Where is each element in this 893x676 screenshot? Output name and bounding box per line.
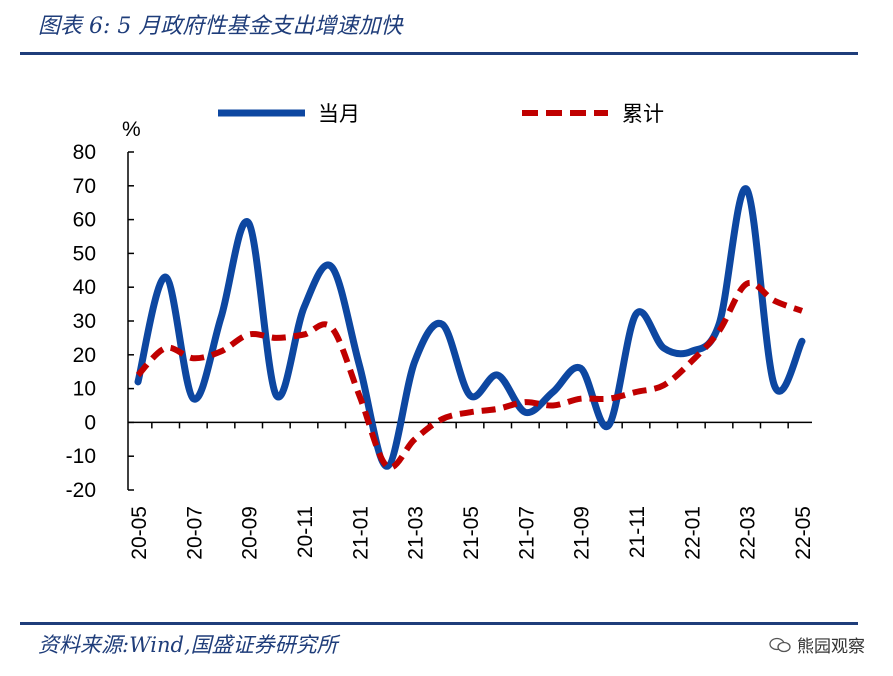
y-tick-label: -20: [66, 479, 96, 502]
x-tick-label: 20-05: [128, 506, 151, 560]
series-line-累计: [135, 279, 804, 471]
x-tick-label: 22-05: [792, 506, 815, 560]
chart-title: 图表 6: 5 月政府性基金支出增速加快: [38, 14, 403, 39]
legend-label-当月: 当月: [318, 102, 360, 126]
source-note: 资料来源:Wind,国盛证券研究所: [38, 633, 338, 657]
y-tick-label: 20: [73, 344, 96, 367]
y-tick-label: 10: [73, 378, 96, 401]
title-divider: [20, 52, 858, 55]
watermark-text: 熊园观察: [797, 637, 865, 657]
x-tick-label: 21-07: [515, 506, 538, 560]
x-tick-label: 20-11: [294, 506, 317, 558]
x-tick-label: 21-11: [626, 506, 649, 558]
y-tick-label: 60: [73, 209, 96, 232]
x-tick-label: 21-03: [405, 506, 428, 560]
y-tick-label: 30: [73, 310, 96, 333]
x-tick-label: 20-09: [239, 506, 262, 560]
legend-label-累计: 累计: [622, 102, 664, 126]
x-tick-label: 21-05: [460, 506, 483, 560]
y-tick-label: 70: [73, 175, 96, 198]
x-tick-label: 21-09: [571, 506, 594, 560]
footer-divider: [20, 622, 858, 625]
x-tick-label: 21-01: [349, 506, 372, 560]
x-tick-label: 22-01: [681, 506, 704, 560]
y-tick-label: 80: [73, 141, 96, 164]
x-tick-label: 22-03: [737, 506, 760, 560]
y-tick-label: 40: [73, 276, 96, 299]
watermark: 熊园观察: [769, 632, 865, 657]
y-axis-unit: %: [122, 118, 141, 141]
series-line-当月: [134, 185, 806, 470]
y-tick-label: 50: [73, 242, 96, 265]
y-tick-label: -10: [66, 445, 96, 468]
x-tick-label: 20-07: [183, 506, 206, 560]
y-tick-label: 0: [84, 411, 96, 434]
wechat-icon: [769, 637, 791, 652]
